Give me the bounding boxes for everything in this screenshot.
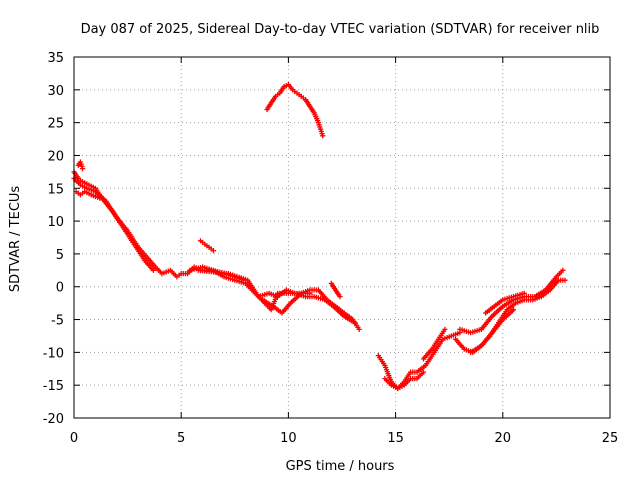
- y-tick-label: 30: [47, 84, 64, 99]
- data-point: [510, 307, 517, 313]
- series-arc-7: [260, 290, 313, 316]
- y-tick-label: 0: [56, 281, 64, 296]
- series-arc-15: [457, 267, 566, 336]
- y-tick-label: 5: [56, 248, 64, 263]
- data-point: [521, 290, 527, 296]
- data-point: [210, 248, 216, 254]
- series-arc-13: [420, 326, 448, 362]
- data-point: [356, 326, 362, 332]
- series-arc-3: [73, 189, 103, 201]
- y-tick-label: 20: [47, 149, 64, 164]
- y-tick-label: 35: [47, 51, 64, 66]
- series-arc-8: [197, 238, 216, 254]
- data-point: [442, 326, 448, 332]
- data-point: [307, 290, 313, 296]
- data-point: [150, 267, 156, 273]
- series-arc-2: [71, 169, 156, 273]
- y-tick-label: 10: [47, 215, 64, 230]
- y-tick-label: -5: [51, 314, 64, 329]
- chart-title: Day 087 of 2025, Sidereal Day-to-day VTE…: [81, 22, 600, 37]
- data-point: [337, 294, 343, 300]
- y-axis-label: SDTVAR / TECUs: [8, 186, 23, 293]
- x-tick-label: 15: [387, 431, 404, 446]
- data-marks: [71, 82, 568, 392]
- series-arc-14: [453, 277, 568, 355]
- x-tick-label: 5: [177, 431, 185, 446]
- series-arc-9: [264, 82, 326, 139]
- series-arc-4: [75, 159, 86, 172]
- data-point: [320, 133, 326, 139]
- data-point: [352, 320, 358, 326]
- data-point: [97, 195, 103, 201]
- x-tick-label: 10: [280, 431, 297, 446]
- y-tick-label: -10: [43, 346, 64, 361]
- axis-ticks: 0 5 10 15 20 25 -20 -15 -10 -5 0 5 10 15 20 25 30 35: [43, 51, 619, 446]
- series-arc-16: [468, 307, 517, 355]
- plot-frame: [73, 56, 611, 419]
- y-tick-label: -20: [43, 412, 64, 427]
- series-arc-10: [328, 280, 343, 300]
- data-point: [80, 166, 86, 172]
- x-tick-label: 20: [495, 431, 512, 446]
- y-tick-label: 25: [47, 117, 64, 132]
- series-arc-11: [375, 330, 463, 392]
- y-tick-label: 15: [47, 182, 64, 197]
- y-tick-label: -15: [43, 379, 64, 394]
- x-tick-label: 25: [602, 431, 619, 446]
- data-point: [562, 277, 568, 283]
- data-point: [560, 267, 566, 273]
- x-tick-label: 0: [70, 431, 78, 446]
- data-point: [420, 369, 427, 375]
- grid-lines: [74, 57, 610, 418]
- series-arc-12: [382, 369, 427, 392]
- x-axis-label: GPS time / hours: [286, 459, 395, 474]
- series-arc-17: [483, 290, 527, 316]
